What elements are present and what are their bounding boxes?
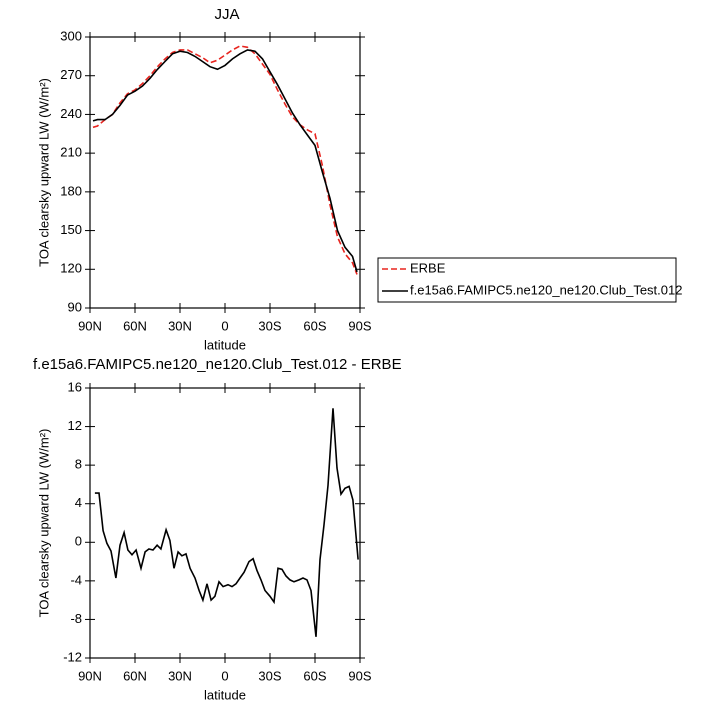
x-axis-label: latitude (204, 687, 246, 702)
x-tick-label: 60N (123, 668, 147, 683)
x-tick-label: 90S (348, 668, 371, 683)
y-tick-label: -8 (70, 611, 82, 626)
x-tick-label: 0 (221, 318, 228, 333)
x-tick-label: 0 (221, 668, 228, 683)
plot-frame (89, 387, 361, 659)
x-tick-label: 60S (303, 668, 326, 683)
y-tick-label: 8 (75, 457, 82, 472)
chart-title: f.e15a6.FAMIPC5.ne120_ne120.Club_Test.01… (33, 356, 402, 373)
x-axis-label: latitude (204, 337, 246, 352)
y-tick-label: 120 (60, 261, 82, 276)
x-tick-label: 90S (348, 318, 371, 333)
y-axis-label: TOA clearsky upward LW (W/m²) (36, 78, 51, 267)
y-tick-label: 270 (60, 67, 82, 82)
y-tick-label: 12 (68, 418, 82, 433)
y-tick-label: 180 (60, 183, 82, 198)
y-tick-label: -4 (70, 572, 82, 587)
x-tick-label: 30N (168, 668, 192, 683)
x-tick-label: 30N (168, 318, 192, 333)
y-tick-label: 210 (60, 145, 82, 160)
y-tick-label: -12 (63, 649, 82, 664)
y-tick-label: 300 (60, 28, 82, 43)
y-tick-label: 150 (60, 222, 82, 237)
legend-label: f.e15a6.FAMIPC5.ne120_ne120.Club_Test.01… (410, 282, 682, 297)
x-tick-label: 60S (303, 318, 326, 333)
y-tick-label: 4 (75, 495, 82, 510)
y-axis-label: TOA clearsky upward LW (W/m²) (36, 429, 51, 618)
x-tick-label: 30S (258, 668, 281, 683)
y-tick-label: 0 (75, 534, 82, 549)
legend-label: ERBE (410, 260, 446, 275)
x-tick-label: 30S (258, 318, 281, 333)
y-tick-label: 90 (68, 299, 82, 314)
y-tick-label: 240 (60, 106, 82, 121)
data-line (94, 408, 359, 637)
data-line (92, 45, 358, 275)
chart-title: JJA (214, 6, 239, 23)
x-tick-label: 60N (123, 318, 147, 333)
legend-box (377, 257, 677, 303)
x-tick-label: 90N (78, 668, 102, 683)
plot-frame (89, 36, 361, 309)
data-line (92, 49, 358, 273)
y-tick-label: 16 (68, 379, 82, 394)
x-tick-label: 90N (78, 318, 102, 333)
